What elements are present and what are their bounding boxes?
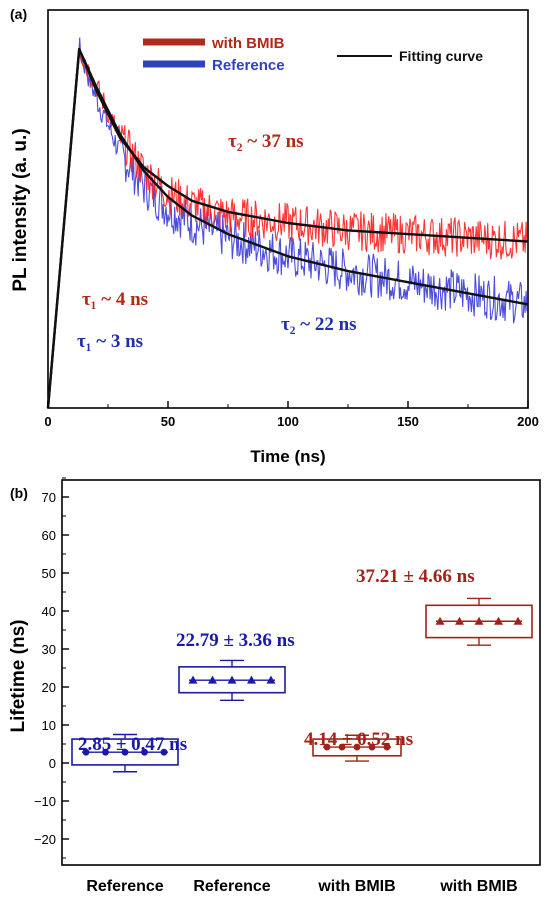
panel-b-x-axis: Reference Reference with BMIB with BMIB	[86, 878, 517, 895]
x-tick-label: 200	[517, 414, 539, 429]
category-label: Reference	[193, 878, 270, 895]
series-line	[47, 53, 528, 409]
y-tick-label: 70	[42, 490, 56, 505]
panel-b-y-axis-label: Lifetime (ns)	[8, 620, 29, 733]
data-point	[247, 675, 256, 684]
box-value-label: 4.14 ± 0.52 ns	[304, 729, 413, 750]
box-3: 4.14 ± 0.52 ns	[304, 729, 413, 762]
data-point	[455, 616, 464, 625]
data-point	[353, 743, 361, 751]
y-tick-label: 10	[42, 718, 56, 733]
legend-label-fitting-curve: Fitting curve	[399, 48, 483, 64]
box-value-label: 37.21 ± 4.66 ns	[356, 566, 475, 587]
data-point	[266, 675, 276, 684]
x-tick-label: 100	[277, 414, 299, 429]
data-point	[82, 748, 90, 756]
data-point	[323, 743, 331, 751]
data-point	[435, 616, 445, 625]
annotation-tau2-reference: τ₂ ~ 22 ns	[281, 314, 357, 335]
box-4: 37.21 ± 4.66 ns	[356, 566, 533, 646]
data-point	[368, 743, 376, 751]
panel-b-y-axis: −20 −10 0 10 20 30 40 50 60 70	[34, 477, 69, 859]
category-label: Reference	[86, 878, 163, 895]
panel-a-legend: with BMIB Reference Fitting curve	[143, 35, 483, 74]
panel-a-label: (a)	[10, 6, 27, 22]
category-label: with BMIB	[317, 878, 395, 895]
data-point	[227, 675, 237, 684]
data-point	[474, 616, 484, 625]
panel-a-x-axis-label: Time (ns)	[250, 447, 325, 466]
panel-b-plot-frame	[61, 479, 541, 866]
x-tick-label: 0	[44, 414, 51, 429]
data-point	[513, 616, 523, 625]
x-tick-label: 150	[397, 414, 419, 429]
y-tick-label: 30	[42, 642, 56, 657]
data-point	[338, 743, 346, 751]
panel-a-y-axis-label: PL intensity (a. u.)	[10, 128, 31, 291]
annotation-tau1-with-bmib: τ₁ ~ 4 ns	[82, 289, 148, 310]
fit-curve-with-bmib	[46, 47, 529, 409]
y-tick-label: 40	[42, 604, 56, 619]
annotation-tau2-with-bmib: τ₂ ~ 37 ns	[228, 131, 304, 152]
data-point	[160, 748, 168, 756]
panel-a-fit-layer	[46, 47, 529, 409]
data-point	[141, 748, 148, 756]
y-tick-label: −20	[34, 832, 56, 847]
box-2: 22.79 ± 3.36 ns	[176, 630, 295, 701]
data-point	[121, 748, 129, 756]
panel-b-boxes: 2.85 ± 0.47 ns 22.79 ± 3.36 ns 4.14 ± 0.52…	[71, 566, 533, 773]
annotation-tau1-reference: τ₁ ~ 3 ns	[77, 331, 143, 352]
y-tick-label: 0	[49, 756, 56, 771]
data-point	[188, 675, 198, 684]
box-value-label: 22.79 ± 3.36 ns	[176, 630, 295, 651]
y-tick-label: 20	[42, 680, 56, 695]
box-value-label: 2.85 ± 0.47 ns	[78, 734, 187, 755]
panel-b-label: (b)	[10, 485, 28, 501]
panel-a-x-axis: 0 50 100 150 200	[44, 401, 539, 429]
panel-b: −20 −10 0 10 20 30 40 50 60 70 2.85 ± 0.47 ns 22.7…	[8, 477, 541, 895]
fit-curve-reference	[46, 47, 529, 409]
x-tick-label: 50	[161, 414, 175, 429]
data-point	[208, 675, 217, 684]
legend-label-with-bmib: with BMIB	[211, 35, 285, 52]
y-tick-label: −10	[34, 794, 56, 809]
data-point	[383, 743, 391, 751]
series-with-bmib	[47, 53, 528, 409]
panel-a: 0 50 100 150 200 Time (ns) PL intensity (a. …	[10, 9, 539, 466]
y-tick-label: 60	[42, 528, 56, 543]
y-tick-label: 50	[42, 566, 56, 581]
category-label: with BMIB	[439, 878, 517, 895]
data-point	[494, 616, 503, 625]
box-1: 2.85 ± 0.47 ns	[71, 733, 187, 773]
legend-label-reference: Reference	[212, 57, 285, 74]
data-point	[102, 748, 109, 756]
